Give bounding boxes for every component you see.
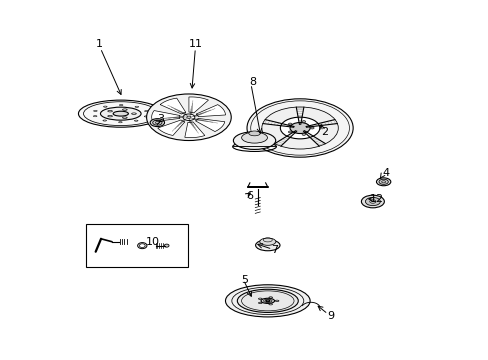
Ellipse shape — [134, 120, 138, 121]
Ellipse shape — [268, 297, 272, 298]
Text: 2: 2 — [321, 127, 328, 136]
Ellipse shape — [131, 113, 136, 114]
Ellipse shape — [100, 107, 141, 120]
Ellipse shape — [248, 131, 260, 136]
Ellipse shape — [183, 114, 194, 121]
Text: 12: 12 — [368, 194, 383, 204]
Ellipse shape — [261, 298, 274, 303]
Ellipse shape — [102, 120, 106, 121]
Ellipse shape — [107, 111, 112, 112]
Ellipse shape — [144, 111, 148, 112]
Ellipse shape — [302, 121, 305, 123]
Ellipse shape — [310, 127, 313, 129]
Ellipse shape — [258, 302, 262, 303]
Bar — [86, 225, 188, 267]
Text: 8: 8 — [248, 77, 255, 87]
Ellipse shape — [119, 104, 122, 105]
Ellipse shape — [150, 119, 164, 127]
Polygon shape — [160, 98, 185, 114]
Polygon shape — [196, 105, 225, 117]
Ellipse shape — [241, 132, 267, 143]
Polygon shape — [158, 120, 184, 135]
Ellipse shape — [376, 178, 390, 186]
Ellipse shape — [255, 240, 280, 251]
Text: 4: 4 — [382, 168, 389, 178]
Text: 7: 7 — [271, 245, 278, 255]
Ellipse shape — [137, 243, 147, 249]
Polygon shape — [195, 118, 224, 131]
Polygon shape — [151, 111, 180, 122]
Ellipse shape — [225, 285, 309, 317]
Text: 10: 10 — [146, 237, 160, 247]
Ellipse shape — [139, 244, 145, 247]
Ellipse shape — [302, 134, 305, 135]
Ellipse shape — [107, 116, 112, 117]
Text: 5: 5 — [241, 275, 247, 285]
Ellipse shape — [258, 298, 262, 300]
Text: 3: 3 — [157, 114, 163, 124]
Ellipse shape — [164, 244, 169, 247]
Ellipse shape — [93, 110, 97, 112]
Ellipse shape — [186, 116, 191, 118]
Text: 1: 1 — [96, 39, 102, 49]
Ellipse shape — [262, 107, 338, 149]
Polygon shape — [184, 122, 204, 138]
Ellipse shape — [135, 106, 139, 107]
Ellipse shape — [122, 109, 127, 111]
Ellipse shape — [237, 289, 298, 312]
Ellipse shape — [259, 238, 275, 245]
Ellipse shape — [288, 131, 291, 133]
Ellipse shape — [246, 99, 352, 157]
Ellipse shape — [265, 300, 269, 302]
Ellipse shape — [361, 195, 384, 208]
Ellipse shape — [144, 116, 148, 117]
Text: 6: 6 — [246, 191, 253, 201]
Polygon shape — [188, 97, 208, 113]
Text: 9: 9 — [326, 311, 333, 320]
Ellipse shape — [78, 100, 163, 127]
Ellipse shape — [119, 122, 122, 123]
Ellipse shape — [275, 300, 278, 302]
Ellipse shape — [146, 94, 231, 140]
Ellipse shape — [93, 116, 97, 117]
Ellipse shape — [152, 120, 162, 125]
Ellipse shape — [280, 117, 319, 139]
Ellipse shape — [233, 132, 275, 149]
Text: 11: 11 — [189, 39, 203, 49]
Ellipse shape — [268, 303, 272, 305]
Ellipse shape — [365, 197, 380, 206]
Ellipse shape — [103, 106, 107, 107]
Ellipse shape — [378, 179, 387, 184]
Ellipse shape — [122, 117, 127, 118]
Ellipse shape — [288, 123, 291, 125]
Ellipse shape — [289, 122, 309, 134]
Ellipse shape — [113, 111, 128, 116]
